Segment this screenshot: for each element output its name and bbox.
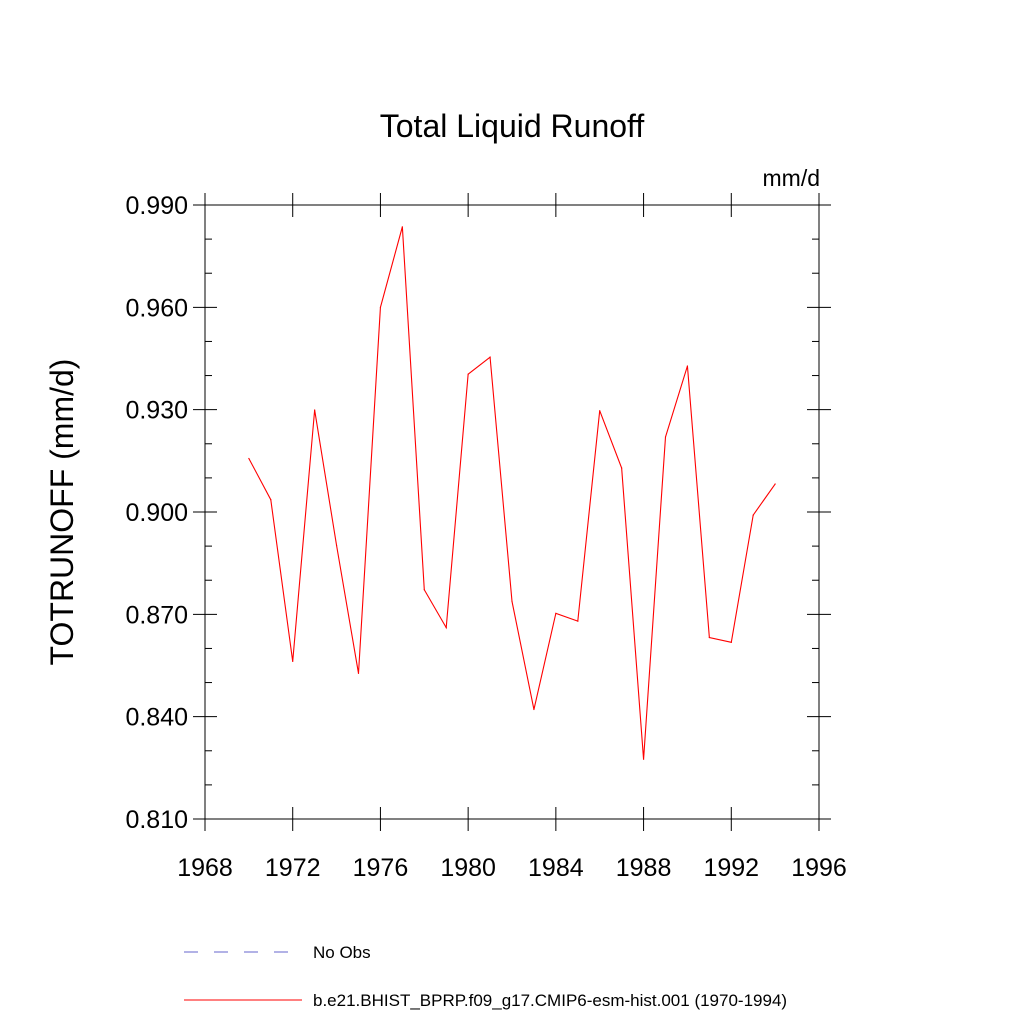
data-point bbox=[292, 660, 294, 663]
data-point bbox=[621, 467, 623, 469]
y-tick-label: 0.840 bbox=[125, 704, 188, 732]
plot-frame bbox=[204, 204, 820, 820]
data-point bbox=[533, 708, 535, 711]
data-point bbox=[467, 373, 469, 375]
series-line bbox=[248, 226, 776, 760]
data-point bbox=[730, 641, 732, 643]
chart-title: Total Liquid Runoff bbox=[380, 108, 645, 144]
legend-label: No Obs bbox=[313, 943, 371, 962]
y-axis-label: TOTRUNOFF (mm/d) bbox=[44, 359, 80, 666]
data-point bbox=[774, 483, 776, 485]
data-point bbox=[314, 409, 316, 411]
x-tick-label: 1996 bbox=[791, 854, 847, 882]
units-label: mm/d bbox=[763, 165, 821, 191]
data-point bbox=[445, 627, 447, 629]
data-point bbox=[599, 410, 601, 412]
data-point bbox=[423, 589, 425, 591]
data-point bbox=[708, 636, 710, 639]
data-point bbox=[555, 612, 557, 614]
x-tick-label: 1984 bbox=[528, 854, 584, 882]
y-tick-label: 0.990 bbox=[125, 192, 188, 220]
x-tick-label: 1992 bbox=[703, 854, 759, 882]
y-tick-label: 0.900 bbox=[125, 499, 188, 527]
data-point bbox=[489, 356, 491, 358]
data-point bbox=[577, 620, 579, 622]
y-tick-label: 0.810 bbox=[125, 806, 188, 834]
data-point bbox=[248, 457, 250, 460]
y-tick-label: 0.870 bbox=[125, 601, 188, 629]
data-point bbox=[401, 226, 403, 228]
x-tick-label: 1988 bbox=[616, 854, 672, 882]
x-tick-label: 1976 bbox=[353, 854, 409, 882]
data-point bbox=[664, 436, 667, 438]
data-point bbox=[642, 758, 645, 760]
data-point bbox=[752, 514, 754, 516]
legend: No Obs b.e21.BHIST_BPRP.f09_g17.CMIP6-esm… bbox=[184, 943, 787, 1010]
data-point bbox=[379, 306, 382, 308]
data-point bbox=[335, 544, 338, 547]
x-tick-label: 1980 bbox=[440, 854, 496, 882]
data-point bbox=[357, 672, 360, 674]
x-tick-label: 1968 bbox=[177, 854, 233, 882]
series-layer bbox=[248, 226, 776, 760]
y-tick-label: 0.960 bbox=[125, 294, 188, 322]
y-axis: 0.810 0.840 0.870 0.900 0.930 0.960 0.990 bbox=[125, 192, 831, 834]
data-point bbox=[511, 600, 513, 602]
legend-label: b.e21.BHIST_BPRP.f09_g17.CMIP6-esm-hist.… bbox=[313, 991, 787, 1010]
data-point bbox=[686, 365, 689, 367]
x-tick-label: 1972 bbox=[265, 854, 321, 882]
y-tick-label: 0.930 bbox=[125, 397, 188, 425]
x-axis: 1968 1972 1976 1980 1984 1988 1992 1996 bbox=[177, 193, 847, 882]
data-point bbox=[270, 499, 272, 501]
